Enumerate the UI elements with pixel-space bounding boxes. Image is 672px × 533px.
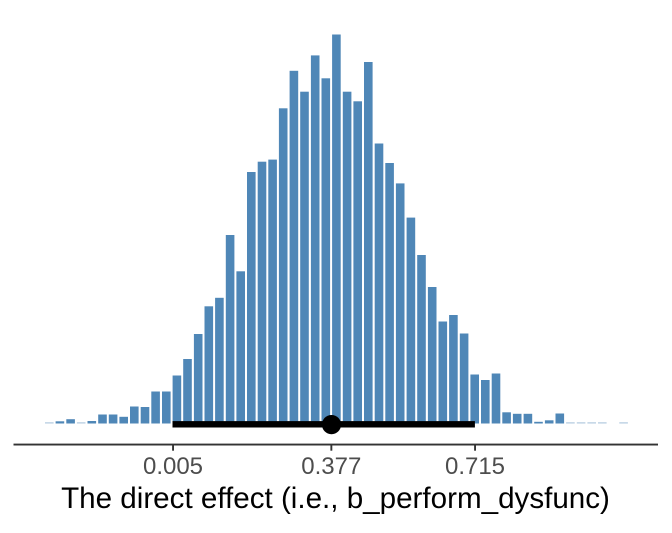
svg-text:0.005: 0.005 (143, 453, 203, 480)
svg-text:0.377: 0.377 (301, 453, 361, 480)
svg-text:0.715: 0.715 (445, 453, 505, 480)
svg-text:The direct effect (i.e., b_per: The direct effect (i.e., b_perform_dysfu… (61, 482, 610, 515)
